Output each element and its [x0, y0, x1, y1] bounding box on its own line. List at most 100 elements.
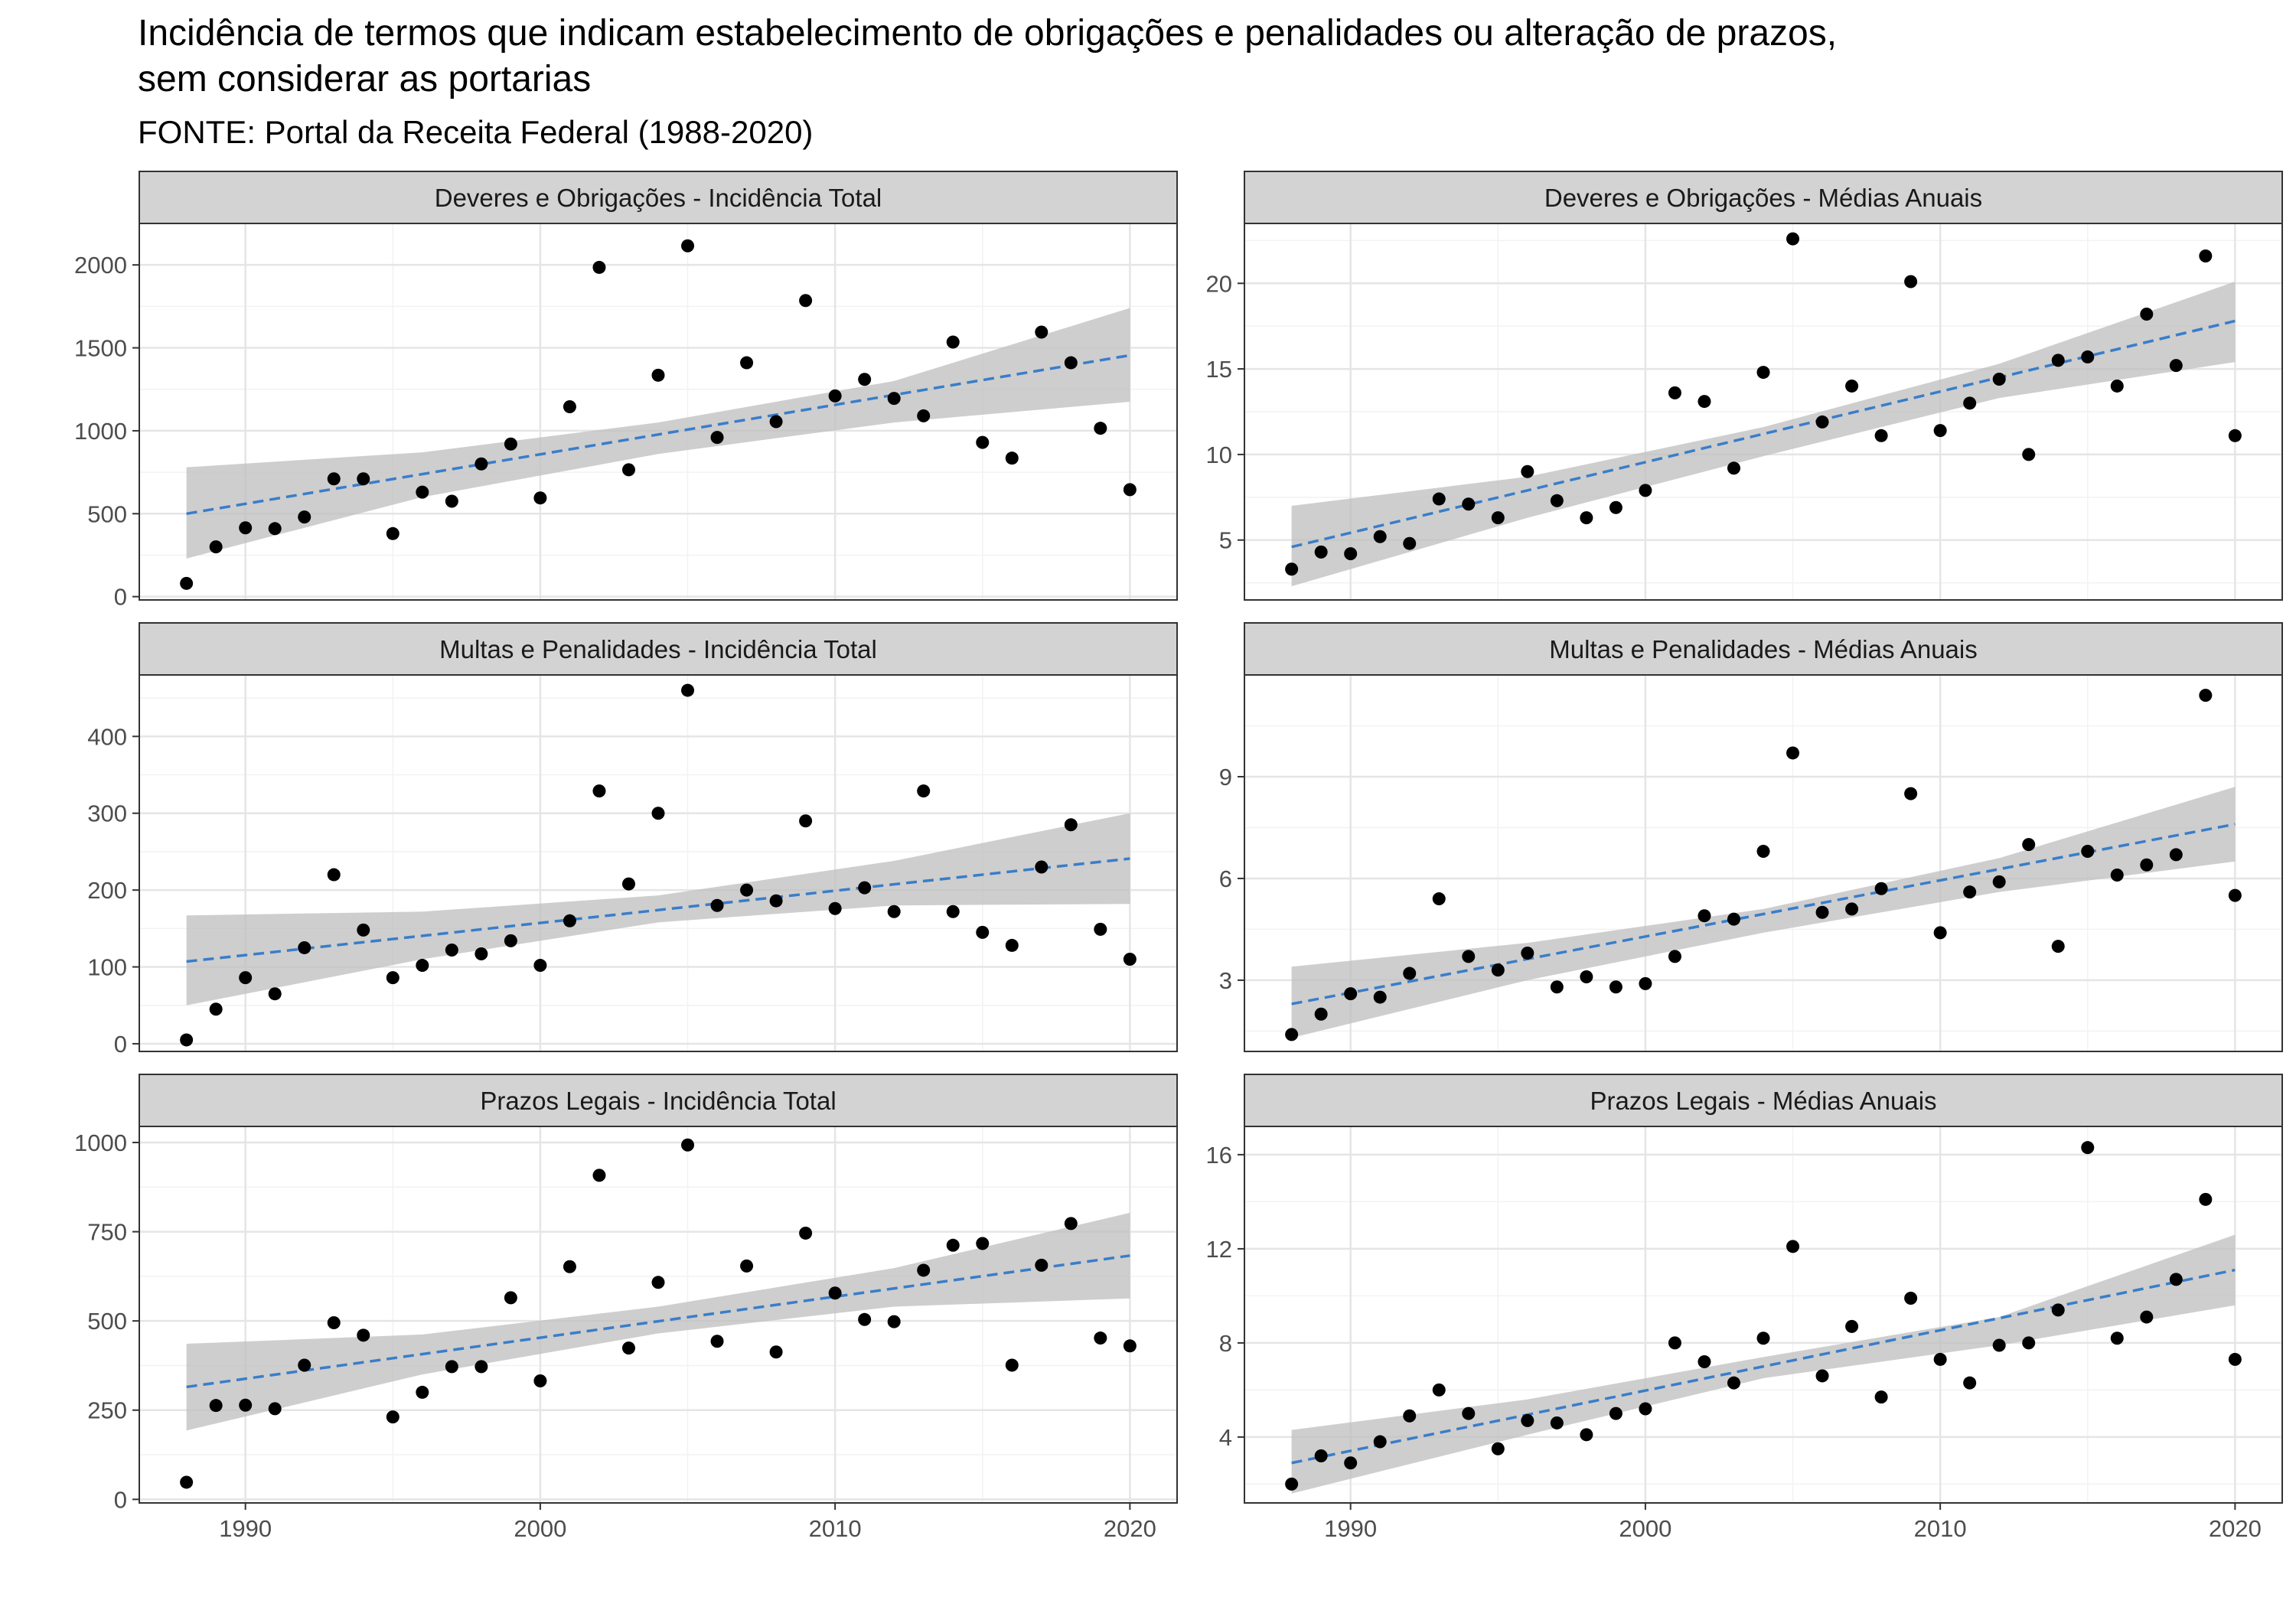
panel-6-data-point	[2051, 1303, 2065, 1317]
panel-4-data-point	[1314, 1007, 1328, 1021]
panel-4-data-point	[1963, 885, 1977, 899]
panel-5-data-point	[445, 1360, 458, 1374]
panel-4-data-point	[1344, 987, 1358, 1001]
panel-1-y-tick-label: 1000	[74, 418, 127, 445]
panel-1-data-point	[475, 457, 488, 471]
panel-4-data-point	[2081, 844, 2095, 858]
panel-2-data-point	[1521, 464, 1534, 478]
panel-1-data-point	[563, 399, 576, 413]
panel-6-y-tick-label: 16	[1206, 1142, 1232, 1169]
panel-2-y-tick-label: 20	[1206, 270, 1232, 297]
panel-1-data-point	[1064, 356, 1078, 370]
panel-2-data-point	[1432, 492, 1446, 506]
panel-4-data-point	[1373, 990, 1387, 1004]
panel-4-y-tick-label: 6	[1219, 865, 1232, 892]
panel-5-data-point	[1035, 1258, 1049, 1272]
panel-6-border	[1244, 1126, 2283, 1504]
panel-3-data-point	[1094, 922, 1107, 936]
panel-1-background	[139, 223, 1177, 600]
panel-2-data-point	[1815, 415, 1829, 429]
panel-6-data-point	[1756, 1332, 1770, 1345]
panel-2-strip	[1244, 171, 2283, 224]
panel-2-data-point	[1845, 379, 1859, 393]
panel-2-data-point	[1609, 500, 1623, 514]
panel-5-data-point	[740, 1259, 754, 1273]
panel-1-data-point	[740, 356, 754, 370]
panel-4-data-point	[1639, 976, 1652, 990]
panel-2-data-point	[1580, 511, 1593, 525]
panel-4-data-point	[2199, 689, 2213, 702]
panel-4-data-point	[1491, 963, 1505, 977]
panel-6-data-point	[1933, 1352, 1947, 1366]
panel-6-x-tick-label: 1990	[1324, 1515, 1377, 1542]
panel-3-data-point	[357, 923, 370, 937]
panel-6-data-point	[1314, 1449, 1328, 1462]
panel-3-data-point	[239, 971, 253, 985]
panel-6-data-point	[2081, 1141, 2095, 1155]
panel-4-trend-line	[1291, 823, 2236, 1006]
panel-2-data-point	[2051, 354, 2065, 367]
panel-4-data-point	[1815, 905, 1829, 919]
panel-4-data-point	[1874, 882, 1888, 895]
panel-4-confidence-band	[1291, 787, 2236, 1038]
panel-5-x-tick-label: 2020	[1104, 1515, 1156, 1542]
panel-5-data-point	[1005, 1358, 1019, 1372]
panel-2-data-point	[1963, 396, 1977, 410]
panel-4-data-point	[1933, 926, 1947, 940]
panel-6-data-point	[1904, 1291, 1918, 1305]
panel-2-border	[1244, 223, 2283, 601]
panel-3-y-tick-label: 200	[87, 877, 127, 904]
panel-6-data-point	[1963, 1376, 1977, 1390]
panel-1-data-point	[976, 435, 990, 449]
panel-6-data-point	[1521, 1413, 1534, 1427]
chart-title: Incidência de termos que indicam estabel…	[138, 13, 1838, 99]
panel-1-data-point	[386, 526, 400, 540]
panel-5-data-point	[592, 1169, 606, 1182]
panel-1-y-tick-label: 2000	[74, 252, 127, 279]
panel-3-trend-line	[186, 857, 1130, 963]
panel-3-data-point	[592, 784, 606, 798]
panel-1-data-point	[298, 510, 311, 524]
panel-4-strip	[1244, 622, 2283, 676]
panel-3-data-point	[504, 934, 517, 947]
panel-3-data-point	[1123, 953, 1137, 966]
panel-1-data-point	[180, 576, 194, 590]
panel-5-data-point	[357, 1328, 370, 1342]
panel-5-y-tick-label: 500	[87, 1308, 127, 1335]
panel-6-data-point	[1727, 1376, 1740, 1390]
panel-2-data-point	[1285, 562, 1299, 576]
panel-1-y-tick-label: 1500	[74, 335, 127, 362]
panel-3-data-point	[740, 883, 754, 897]
panel-1-data-point	[710, 431, 724, 445]
panel-3-border	[139, 674, 1178, 1052]
panel-5-data-point	[416, 1385, 429, 1399]
panel-4-strip-label: Multas e Penalidades - Médias Anuais	[1549, 635, 1978, 663]
panel-4-data-point	[1550, 980, 1564, 994]
panel-5-data-point	[799, 1226, 813, 1240]
panel-5-data-point	[1123, 1339, 1137, 1353]
panel-1-data-point	[416, 485, 429, 499]
panel-6-data-point	[1874, 1390, 1888, 1404]
panel-5-data-point	[1094, 1332, 1107, 1345]
panel-3-data-point	[651, 807, 665, 820]
panel-5-x-tick-label: 2010	[809, 1515, 862, 1542]
panel-6-data-point	[1609, 1407, 1623, 1420]
panel-6-strip	[1244, 1074, 2283, 1127]
panel-1-data-point	[1035, 325, 1049, 339]
panel-3-data-point	[180, 1033, 194, 1047]
panel-1-data-point	[946, 335, 960, 349]
panel-2-data-point	[1992, 373, 2006, 386]
panel-1-data-point	[1094, 422, 1107, 435]
panel-4-data-point	[2051, 940, 2065, 953]
panel-5-x-tick-label: 2000	[514, 1515, 566, 1542]
panel-6-x-tick-label: 2010	[1914, 1515, 1967, 1542]
panel-2-data-point	[1403, 536, 1417, 550]
panel-2-data-point	[1491, 511, 1505, 525]
panel-4-data-point	[1432, 892, 1446, 906]
panel-5-y-tick-label: 0	[114, 1486, 127, 1513]
panel-5-strip-label: Prazos Legais - Incidência Total	[480, 1087, 836, 1115]
panel-5-data-point	[681, 1138, 695, 1152]
panel-3-data-point	[445, 943, 458, 957]
panel-4-data-point	[2140, 858, 2154, 872]
